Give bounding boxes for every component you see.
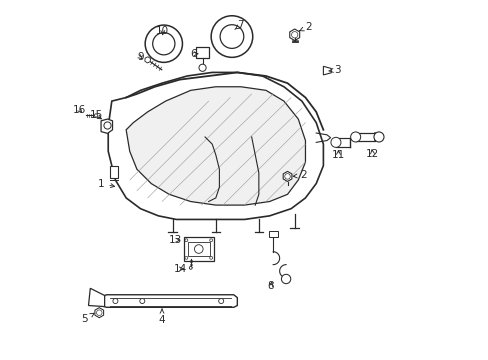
Text: 2: 2 xyxy=(299,22,311,32)
Text: 8: 8 xyxy=(267,281,273,291)
Text: 10: 10 xyxy=(156,26,169,36)
Bar xyxy=(110,166,118,178)
Polygon shape xyxy=(144,57,150,63)
Circle shape xyxy=(330,137,340,147)
Circle shape xyxy=(211,16,252,57)
Text: 3: 3 xyxy=(328,65,340,75)
Text: 11: 11 xyxy=(331,150,345,160)
Circle shape xyxy=(140,298,144,303)
Circle shape xyxy=(152,33,175,55)
Circle shape xyxy=(220,25,244,48)
Circle shape xyxy=(199,64,206,71)
Circle shape xyxy=(194,245,203,253)
Polygon shape xyxy=(189,266,192,269)
Text: 15: 15 xyxy=(89,111,102,121)
Text: 2: 2 xyxy=(293,170,306,180)
Text: 6: 6 xyxy=(190,49,198,59)
Text: 13: 13 xyxy=(169,235,182,245)
Text: 1: 1 xyxy=(98,179,114,189)
Polygon shape xyxy=(108,72,323,220)
Text: 7: 7 xyxy=(234,20,244,30)
Bar xyxy=(195,47,209,58)
Circle shape xyxy=(209,256,212,259)
Circle shape xyxy=(284,174,290,179)
Text: 14: 14 xyxy=(173,264,186,274)
Circle shape xyxy=(373,132,383,142)
Circle shape xyxy=(104,122,111,129)
Polygon shape xyxy=(289,29,299,41)
Polygon shape xyxy=(88,288,104,307)
Polygon shape xyxy=(101,119,112,134)
Bar xyxy=(268,231,277,237)
Polygon shape xyxy=(95,308,103,318)
Circle shape xyxy=(96,310,102,315)
Circle shape xyxy=(209,239,212,242)
Circle shape xyxy=(350,132,360,142)
Polygon shape xyxy=(94,114,98,117)
Bar xyxy=(183,237,214,261)
Text: 12: 12 xyxy=(365,149,378,159)
Text: 4: 4 xyxy=(159,309,165,325)
Polygon shape xyxy=(323,66,330,75)
Polygon shape xyxy=(283,171,291,181)
Circle shape xyxy=(184,239,187,242)
Text: 5: 5 xyxy=(81,313,94,324)
Text: 9: 9 xyxy=(137,52,143,62)
Polygon shape xyxy=(126,87,305,205)
Circle shape xyxy=(281,274,290,284)
Circle shape xyxy=(184,256,187,259)
Circle shape xyxy=(218,298,223,303)
Circle shape xyxy=(291,32,297,38)
Polygon shape xyxy=(101,295,237,307)
Circle shape xyxy=(145,25,182,62)
Text: 16: 16 xyxy=(73,105,86,115)
Bar xyxy=(187,242,209,256)
Circle shape xyxy=(113,298,118,303)
